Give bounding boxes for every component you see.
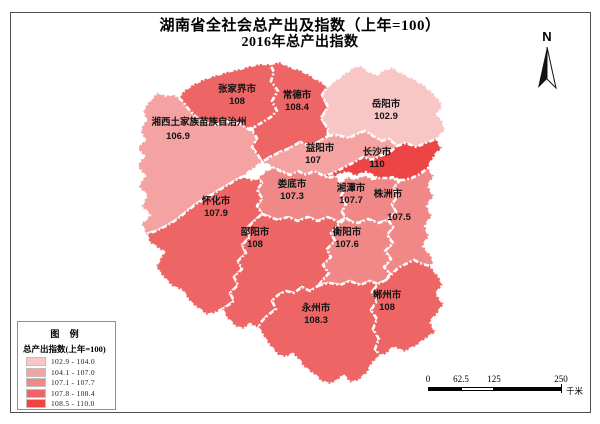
map-title-line2: 2016年总产出指数: [241, 35, 359, 50]
scale-segment-2: [461, 387, 494, 391]
region-label-xiangxi-value: 106.9: [166, 131, 190, 142]
scale-tick-625: 62.5: [453, 374, 469, 384]
border-yongzhou: [256, 279, 383, 386]
legend-row: 104.1 - 107.0: [26, 367, 115, 377]
legend-swatch-class1: [26, 357, 46, 366]
region-label-hengyang: 衡阳市 107.6: [332, 227, 362, 250]
region-label-loudi: 娄底市 107.3: [277, 179, 307, 202]
scale-segment-3: [494, 387, 561, 391]
region-label-xiangxi-name: 湘西土家族苗族自治州: [151, 117, 247, 128]
region-label-zhuzhou-name: 株洲市: [373, 189, 403, 200]
scale-end-tick: [561, 384, 562, 393]
region-label-huaihua: 怀化市 107.9: [201, 196, 231, 219]
region-label-shaoyang: 邵阳市 108: [240, 227, 270, 250]
legend-swatch-class4: [26, 388, 46, 398]
region-label-yiyang: 益阳市 107: [305, 143, 335, 166]
region-label-changde: 常德市 108.4: [282, 90, 312, 113]
legend-range-class4: 107.8 - 108.4: [51, 388, 95, 398]
legend-range-class3: 107.1 - 107.7: [51, 378, 95, 387]
region-label-chenzhou: 郴州市 108: [372, 290, 402, 313]
legend-row: 102.9 - 104.0: [26, 357, 115, 366]
legend-range-class2: 104.1 - 107.0: [51, 367, 95, 377]
region-label-yueyang: 岳阳市 102.9: [371, 99, 401, 122]
scale-tick-125: 125: [487, 374, 501, 384]
region-label-xiangtan: 湘潭市 107.7: [336, 183, 366, 206]
region-label-zhuzhou-value: 107.5: [387, 212, 411, 223]
legend-swatch-class2: [26, 367, 46, 377]
region-label-zhangjiajie: 张家界市 108: [217, 84, 257, 107]
legend-range-class1: 102.9 - 104.0: [51, 357, 95, 366]
legend-title: 图 例: [50, 329, 83, 339]
legend-row: 107.8 - 108.4: [26, 388, 115, 398]
legend-subtitle: 总产出指数(上年=100): [23, 344, 106, 354]
legend-swatch-class3: [26, 378, 46, 387]
scale-tick-0: 0: [425, 374, 431, 384]
north-arrow-icon: [538, 46, 557, 90]
map-title-line1: 湖南省全社会总产出及指数（上年=100）: [159, 18, 441, 34]
scale-unit: 千米: [566, 386, 584, 396]
legend-box: 图 例 总产出指数(上年=100) 102.9 - 104.0 104.1 - …: [17, 321, 116, 410]
north-arrow: N: [527, 30, 567, 96]
region-label-yongzhou: 永州市 108.3: [301, 303, 331, 326]
legend-range-class5: 108.5 - 110.0: [51, 399, 95, 408]
north-label: N: [542, 29, 552, 44]
scale-segment-1: [428, 387, 461, 391]
legend-row: 108.5 - 110.0: [26, 399, 115, 408]
scale-tick-250: 250: [554, 374, 568, 384]
scale-bar: 0 62.5 125 250 千米: [424, 374, 594, 398]
page-frame: [10, 12, 591, 413]
legend-swatch-class5: [26, 399, 46, 408]
legend-row: 107.1 - 107.7: [26, 378, 115, 387]
region-label-changsha: 长沙市 110: [362, 147, 392, 170]
